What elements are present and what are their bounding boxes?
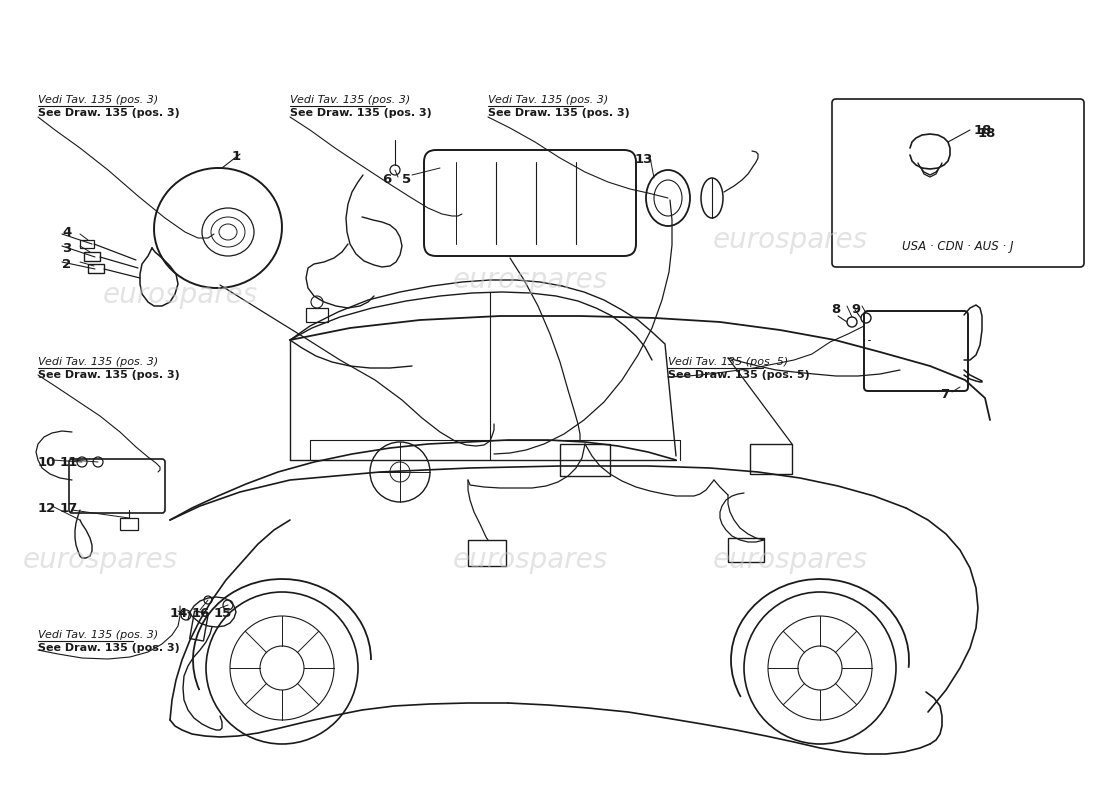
Bar: [750, 444, 792, 474]
Text: 6: 6: [382, 173, 392, 186]
Text: See Draw. 135 (pos. 5): See Draw. 135 (pos. 5): [668, 370, 810, 380]
Text: See Draw. 135 (pos. 3): See Draw. 135 (pos. 3): [39, 370, 179, 380]
Bar: [84, 252, 100, 261]
Text: eurospares: eurospares: [713, 546, 868, 574]
Text: 2: 2: [62, 258, 72, 271]
Text: eurospares: eurospares: [452, 546, 607, 574]
Bar: [728, 538, 764, 562]
Bar: [189, 611, 208, 641]
Text: 7: 7: [940, 388, 949, 401]
Text: Vedi Tav. 135 (pos. 3): Vedi Tav. 135 (pos. 3): [488, 95, 608, 105]
Text: 16: 16: [192, 607, 210, 620]
Bar: [468, 540, 506, 566]
Text: 18: 18: [978, 127, 997, 140]
Text: 5: 5: [402, 173, 411, 186]
Text: eurospares: eurospares: [713, 226, 868, 254]
Text: Vedi Tav. 135 (pos. 3): Vedi Tav. 135 (pos. 3): [39, 630, 158, 640]
Text: 1: 1: [232, 150, 241, 163]
Text: 9: 9: [851, 303, 860, 316]
Text: 13: 13: [635, 153, 653, 166]
Text: Vedi Tav. 135 (pos. 3): Vedi Tav. 135 (pos. 3): [290, 95, 410, 105]
Text: 18: 18: [974, 124, 992, 137]
Text: See Draw. 135 (pos. 3): See Draw. 135 (pos. 3): [488, 108, 629, 118]
Text: eurospares: eurospares: [102, 281, 257, 309]
Text: eurospares: eurospares: [22, 546, 177, 574]
Text: See Draw. 135 (pos. 3): See Draw. 135 (pos. 3): [290, 108, 431, 118]
Text: 8: 8: [830, 303, 840, 316]
Text: 14: 14: [170, 607, 188, 620]
Text: 3: 3: [62, 242, 72, 255]
Text: 11: 11: [60, 456, 78, 469]
Text: 4: 4: [62, 226, 72, 239]
Text: See Draw. 135 (pos. 3): See Draw. 135 (pos. 3): [39, 108, 179, 118]
Text: 17: 17: [60, 502, 78, 515]
Text: USA · CDN · AUS · J: USA · CDN · AUS · J: [902, 240, 1014, 253]
Text: 10: 10: [39, 456, 56, 469]
Bar: [88, 264, 104, 273]
Text: Vedi Tav. 135 (pos. 3): Vedi Tav. 135 (pos. 3): [39, 95, 158, 105]
Bar: [560, 444, 610, 476]
Text: Vedi Tav. 135 (pos. 3): Vedi Tav. 135 (pos. 3): [39, 357, 158, 367]
Text: 12: 12: [39, 502, 56, 515]
Bar: [120, 518, 138, 530]
Bar: [306, 308, 328, 322]
Text: See Draw. 135 (pos. 3): See Draw. 135 (pos. 3): [39, 643, 179, 653]
Text: 15: 15: [214, 607, 232, 620]
Text: Vedi Tav. 135 (pos. 5): Vedi Tav. 135 (pos. 5): [668, 357, 789, 367]
Text: eurospares: eurospares: [452, 266, 607, 294]
Bar: [80, 240, 94, 248]
